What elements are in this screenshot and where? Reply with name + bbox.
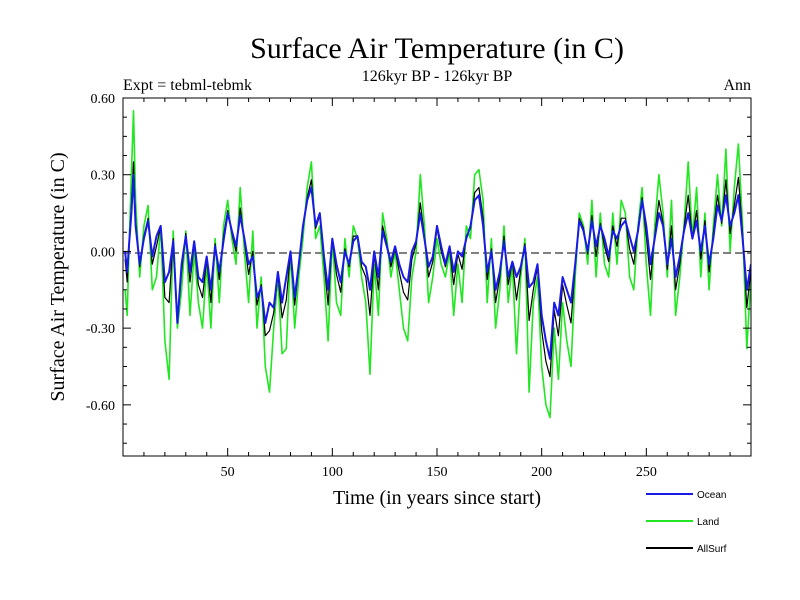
legend-label-ocean: Ocean <box>697 490 726 501</box>
x-axis-label: Time (in years since start) <box>333 487 541 509</box>
x-tick-label: 50 <box>221 465 235 480</box>
period-label: Ann <box>723 77 751 94</box>
x-tick-label: 200 <box>531 465 552 480</box>
y-tick-label: -0.60 <box>86 399 115 414</box>
y-tick-label: 0.60 <box>91 92 116 107</box>
experiment-label: Expt = tebml-tebmk <box>123 77 252 94</box>
chart-subtitle: 126kyr BP - 126kyr BP <box>362 68 513 85</box>
series-group <box>124 110 751 419</box>
chart-title: Surface Air Temperature (in C) <box>250 32 624 65</box>
x-tick-label: 150 <box>427 465 448 480</box>
series-line-land <box>124 110 751 419</box>
y-tick-label: -0.30 <box>86 322 115 337</box>
x-tick-label: 250 <box>636 465 657 480</box>
legend: Ocean Land AllSurf <box>646 490 727 555</box>
legend-label-land: Land <box>697 517 719 528</box>
series-line-ocean <box>124 173 751 360</box>
x-axis-ticks: 50 100 150 200 250 <box>143 98 731 480</box>
y-tick-label: 0.30 <box>91 169 116 184</box>
legend-label-allsurf: AllSurf <box>697 544 727 555</box>
y-tick-label: 0.00 <box>91 245 116 260</box>
x-tick-label: 100 <box>322 465 343 480</box>
y-axis-label: Surface Air Temperature (in C) <box>47 152 69 401</box>
y-axis-ticks: 0.60 0.30 0.00 -0.30 -0.60 <box>86 92 751 444</box>
